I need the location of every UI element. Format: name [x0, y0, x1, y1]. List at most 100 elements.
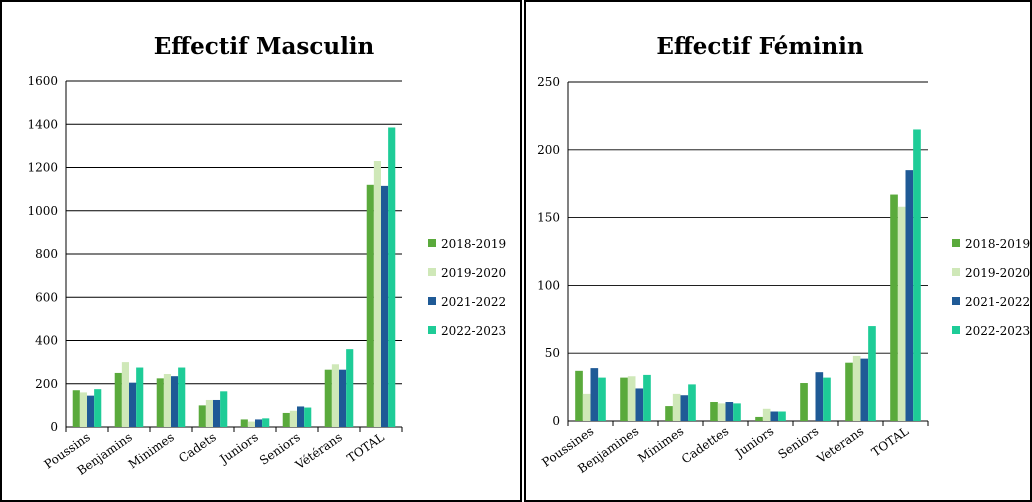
bar [620, 377, 628, 421]
y-tick-label: 0 [50, 420, 58, 434]
x-tick-label: Juniors [216, 430, 261, 467]
bar [665, 406, 673, 421]
bar [598, 377, 606, 421]
y-tick-label: 200 [35, 377, 58, 391]
bar [255, 419, 263, 427]
bar [136, 367, 144, 427]
legend-swatch [952, 268, 960, 276]
y-tick-label: 100 [537, 278, 560, 292]
bar [852, 355, 861, 421]
bar [890, 194, 898, 421]
bar [755, 416, 763, 421]
chart-title: Effectif Masculin [154, 33, 375, 60]
legend-swatch [952, 326, 960, 334]
bar [688, 384, 696, 421]
legend-label: 2019-2020 [965, 266, 1030, 280]
y-tick-label: 600 [35, 290, 58, 304]
y-tick-label: 50 [545, 346, 560, 360]
bar [297, 406, 305, 427]
y-tick-label: 400 [35, 334, 58, 348]
y-tick-label: 200 [537, 143, 560, 157]
y-tick-label: 1600 [27, 74, 58, 88]
x-tick-label: TOTAL [869, 424, 911, 459]
bar [346, 349, 354, 427]
bar [205, 399, 213, 427]
legend-label: 2019-2020 [441, 266, 506, 280]
bar [762, 408, 771, 421]
bar [815, 372, 824, 421]
bar [220, 391, 228, 427]
bar [282, 412, 290, 427]
bar [94, 389, 102, 427]
x-tick-label: Seniors [775, 424, 821, 462]
bar [725, 402, 734, 421]
y-tick-label: 250 [537, 75, 560, 89]
legend-label: 2021-2022 [965, 295, 1030, 309]
bar [635, 388, 644, 421]
bar [381, 185, 389, 427]
chart-masculin: Effectif Masculin 0 200 400 600 800 1000 1200 1… [27, 33, 506, 478]
bar [897, 206, 906, 421]
bar [79, 392, 87, 427]
x-tick-label: Juniors [731, 424, 776, 461]
legend-label: 2022-2023 [441, 324, 506, 338]
bar [823, 377, 831, 421]
bar [213, 399, 221, 427]
bar [680, 395, 689, 421]
bar [778, 411, 786, 421]
legend-label: 2021-2022 [441, 295, 506, 309]
bar [905, 170, 914, 421]
x-tick-label: Minimes [635, 424, 686, 465]
legend-swatch [428, 326, 436, 334]
bar [171, 376, 179, 427]
bar [72, 390, 80, 427]
bar [324, 369, 332, 427]
bar [121, 362, 129, 427]
legend-swatch [428, 268, 436, 276]
y-tick-label: 800 [35, 247, 58, 261]
bar [582, 393, 591, 421]
bar [770, 411, 779, 421]
bar [868, 326, 876, 421]
legend-label: 2018-2019 [441, 237, 506, 251]
legend-label: 2022-2023 [965, 324, 1030, 338]
y-tick-label: 150 [537, 211, 560, 225]
bar [845, 362, 853, 421]
x-tick-label: Veterans [814, 424, 867, 467]
bar [913, 129, 921, 421]
x-tick-label: Vétérans [292, 430, 345, 473]
bar [247, 421, 255, 427]
x-tick-label: Cadettes [679, 424, 731, 466]
y-tick-label: 1200 [27, 161, 58, 175]
legend-swatch [428, 239, 436, 247]
x-tick-label: TOTAL [344, 430, 386, 465]
bar [262, 418, 270, 427]
bar [87, 395, 95, 427]
chart-panel-feminin: Effectif Féminin 0 50 100 150 200 250 Poussine… [524, 0, 1032, 502]
bar [331, 364, 339, 427]
bar [289, 410, 297, 427]
bar [590, 368, 599, 421]
bar [163, 374, 171, 427]
y-tick-label: 1000 [27, 204, 58, 218]
bar [114, 372, 122, 427]
bar [575, 370, 583, 421]
y-tick-label: 1400 [27, 117, 58, 131]
bar [860, 358, 869, 421]
y-tick-label: 0 [552, 414, 560, 428]
bar [240, 419, 248, 427]
bar [198, 405, 206, 427]
legend-swatch [428, 297, 436, 305]
chart-panel-masculin: Effectif Masculin 0 200 400 600 800 1000 1200 1… [0, 0, 522, 502]
bar [710, 402, 718, 421]
bar [717, 403, 726, 421]
x-tick-label: Minimes [126, 430, 177, 471]
bar [366, 184, 374, 427]
bar [156, 378, 164, 427]
bar [304, 407, 312, 427]
chart-feminin: Effectif Féminin 050100150200250Poussine… [537, 33, 1030, 476]
bar [643, 374, 651, 421]
bar [627, 376, 636, 421]
legend-label: 2018-2019 [965, 237, 1030, 251]
bar [339, 369, 347, 427]
